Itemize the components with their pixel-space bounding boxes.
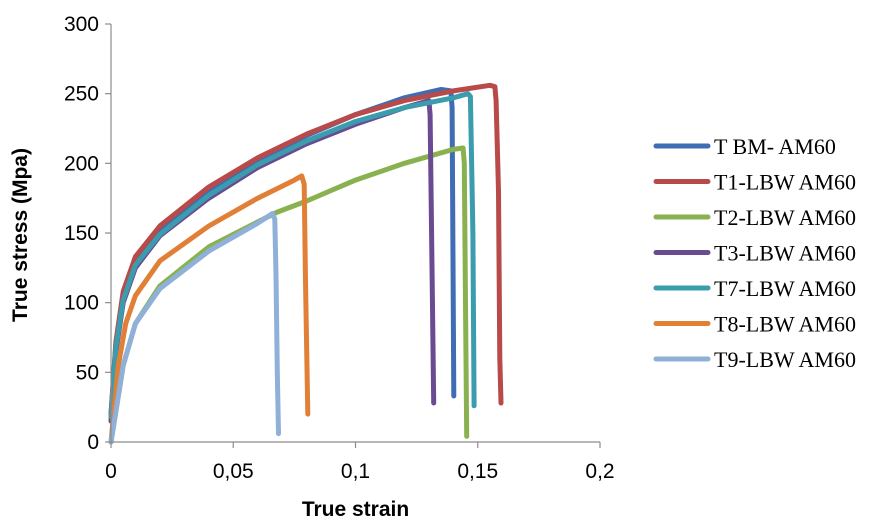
tick-labels: 0 50 100 150 200 250 300 0 0,05 0,1 0,15 0,2 xyxy=(64,13,615,483)
series-line-2 xyxy=(108,82,504,417)
series-line-1 xyxy=(108,87,457,417)
legend-label-2: T1-LBW AM60 xyxy=(714,170,856,195)
y-tick-label: 300 xyxy=(64,13,99,36)
x-tick-label: 0 xyxy=(105,460,117,483)
x-axis-title: True strain xyxy=(302,498,409,521)
y-tick-label: 200 xyxy=(64,152,99,175)
legend-label-5: T7-LBW AM60 xyxy=(714,276,856,301)
y-tick-label: 0 xyxy=(87,431,99,454)
plot-area xyxy=(108,82,504,445)
y-tick-label: 250 xyxy=(64,83,99,106)
x-tick-label: 0,05 xyxy=(213,460,254,483)
x-tick-label: 0,2 xyxy=(585,460,614,483)
y-axis-title: True stress (Mpa) xyxy=(9,148,32,322)
series-line-7 xyxy=(108,211,281,445)
y-tick-label: 100 xyxy=(64,292,99,315)
legend-label-1: T BM- AM60 xyxy=(714,134,836,159)
series-line-6 xyxy=(108,173,311,445)
legend-label-6: T8-LBW AM60 xyxy=(714,312,856,337)
legend: T BM- AM60 T1-LBW AM60 T2-LBW AM60 T3-LBW A… xyxy=(653,134,856,372)
legend-label-3: T2-LBW AM60 xyxy=(714,205,856,230)
series-line-3 xyxy=(108,145,470,445)
x-tick-label: 0,15 xyxy=(457,460,498,483)
legend-label-4: T3-LBW AM60 xyxy=(714,241,856,266)
y-tick-label: 150 xyxy=(64,222,99,245)
axes xyxy=(105,23,601,448)
series-line-5 xyxy=(108,91,477,420)
legend-label-7: T9-LBW AM60 xyxy=(714,347,856,372)
y-tick-label: 50 xyxy=(76,361,99,384)
x-tick-label: 0,1 xyxy=(341,460,370,483)
